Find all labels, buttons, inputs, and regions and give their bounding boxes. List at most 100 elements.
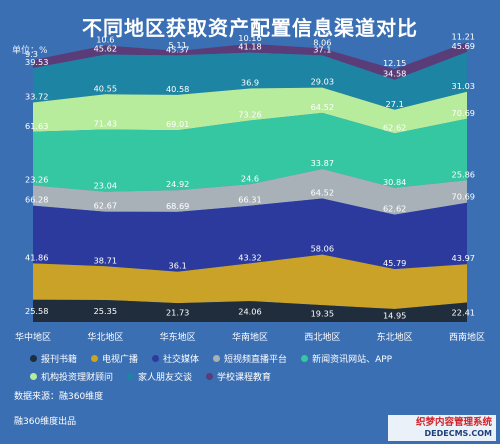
value-label: 23.04: [94, 181, 117, 191]
watermark-domain: DEDECMS.COM: [424, 429, 492, 438]
value-label: 61.63: [25, 121, 48, 131]
value-label: 40.58: [166, 84, 189, 94]
area-series-2: [33, 198, 467, 272]
category-label: 华南地区: [232, 331, 268, 343]
area-series-4: [33, 112, 467, 192]
legend-item: 社交媒体: [152, 352, 199, 365]
value-label: 36.9: [241, 77, 259, 87]
area-series-5: [33, 87, 467, 134]
value-label: 30.84: [383, 177, 406, 187]
legend-item: 报刊书籍: [30, 352, 77, 365]
legend-item: 学校课程教育: [206, 370, 271, 383]
area-series-7: [33, 42, 467, 80]
value-label: 34.58: [383, 69, 406, 79]
category-label: 华东地区: [160, 331, 196, 343]
value-label: 62.62: [383, 122, 406, 132]
value-label: 58.06: [311, 244, 334, 254]
legend-swatch: [152, 355, 160, 362]
value-label: 37.1: [313, 44, 331, 54]
area-series-1: [33, 254, 467, 309]
legend-label: 学校课程教育: [217, 373, 272, 383]
value-label: 40.55: [94, 83, 117, 93]
value-label: 66.31: [238, 195, 261, 205]
value-label: 73.26: [238, 110, 261, 120]
legend-label: 报刊书籍: [41, 355, 78, 365]
category-label: 西南地区: [449, 331, 485, 343]
value-label: 45.69: [452, 41, 475, 51]
category-label: 东北地区: [377, 331, 413, 343]
legend-item: 新闻资讯网站、APP: [301, 352, 392, 365]
value-label: 33.87: [311, 158, 334, 168]
unit-label: 单位：%: [12, 46, 48, 56]
value-label: 64.52: [311, 188, 334, 198]
legend-swatch: [301, 355, 309, 362]
value-label: 41.86: [25, 252, 48, 262]
area-series-6: [33, 52, 467, 110]
value-label: 45.37: [166, 44, 189, 54]
value-label: 70.69: [452, 108, 475, 118]
value-label: 24.92: [166, 179, 189, 189]
value-label: 24.06: [238, 307, 261, 317]
legend-label: 社交媒体: [163, 355, 200, 365]
value-label: 19.35: [311, 309, 334, 319]
value-label: 45.62: [94, 44, 117, 54]
legend-swatch: [206, 373, 214, 380]
value-label: 23.26: [25, 174, 48, 184]
data-source: 数据来源：融360维度: [14, 392, 104, 402]
value-label: 39.53: [25, 57, 48, 67]
value-label: 66.28: [25, 195, 48, 205]
value-label: 8.06: [313, 37, 331, 47]
value-label: 14.95: [383, 310, 406, 320]
legend-label: 机构投资理财顾问: [41, 373, 114, 383]
value-label: 69.01: [166, 119, 189, 129]
legend-swatch: [91, 355, 99, 362]
category-label: 华北地区: [87, 331, 123, 343]
legend: 报刊书籍 电视广播 社交媒体 短视频直播平台 新闻资讯网站、APP 机构投资理财顾问 家人朋…: [30, 352, 480, 388]
legend-item: 电视广播: [91, 352, 138, 365]
value-label: 10.16: [238, 33, 261, 43]
value-label: 45.79: [383, 258, 406, 268]
value-label: 27.1: [386, 99, 404, 109]
stacked-area-chart: 25.58 25.35 21.73 24.06 19.35 14.95 22.41 41.86…: [15, 31, 485, 343]
value-label: 43.32: [238, 252, 261, 262]
value-label: 25.58: [25, 306, 48, 316]
site-watermark: 织梦内容管理系统 DEDECMS.COM: [388, 415, 496, 441]
legend-row: 机构投资理财顾问 家人朋友交谈 学校课程教育: [30, 370, 480, 383]
legend-swatch: [30, 355, 37, 362]
legend-label: 电视广播: [102, 355, 139, 365]
value-label: 21.73: [166, 308, 189, 318]
value-label: 64.52: [311, 102, 334, 112]
area-series-0: [33, 299, 467, 322]
value-label: 31.03: [452, 81, 475, 91]
value-label: 68.69: [166, 201, 189, 211]
category-label: 西北地区: [304, 331, 340, 343]
legend-item: 机构投资理财顾问: [30, 370, 113, 383]
legend-label: 家人朋友交谈: [138, 373, 193, 383]
value-label: 70.69: [452, 192, 475, 202]
legend-item: 家人朋友交谈: [127, 370, 192, 383]
value-label: 38.71: [94, 255, 117, 265]
value-label: 71.43: [94, 119, 117, 129]
value-label: 62.67: [94, 201, 117, 211]
value-label: 5.11: [169, 40, 187, 50]
value-label: 25.35: [94, 306, 117, 316]
chart-title: 不同地区获取资产配置信息渠道对比: [82, 16, 418, 40]
value-label: 10.6: [96, 34, 114, 44]
legend-label: 短视频直播平台: [224, 355, 288, 365]
legend-swatch: [30, 373, 37, 380]
value-label: 9.3: [25, 49, 38, 59]
watermark-text: 织梦内容管理系统: [415, 417, 492, 428]
legend-swatch: [213, 355, 221, 362]
value-label: 41.18: [238, 42, 261, 52]
value-label: 12.15: [383, 58, 406, 68]
value-label: 25.86: [452, 169, 475, 179]
value-label: 43.97: [452, 253, 475, 263]
category-label: 华中地区: [15, 331, 51, 343]
value-label: 36.1: [169, 261, 187, 271]
value-label: 11.21: [452, 31, 475, 41]
value-label: 33.72: [25, 91, 48, 101]
legend-swatch: [127, 373, 135, 380]
legend-item: 短视频直播平台: [213, 352, 287, 365]
legend-label: 新闻资讯网站、APP: [312, 355, 393, 365]
producer-note: 融360维度出品: [14, 417, 77, 427]
